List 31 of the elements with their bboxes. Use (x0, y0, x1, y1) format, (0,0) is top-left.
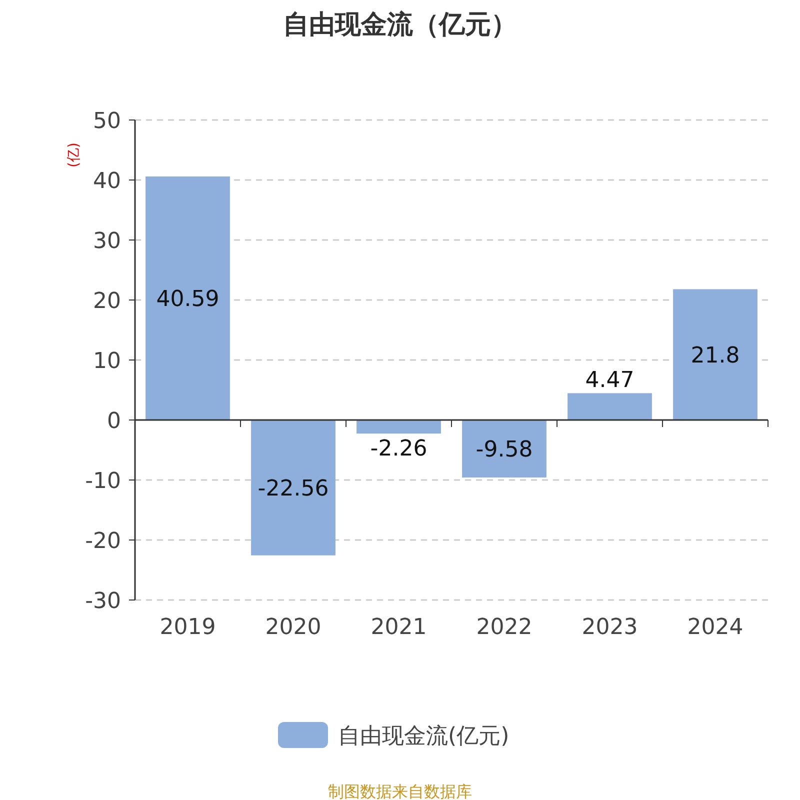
y-tick-label: 50 (93, 109, 121, 134)
x-tick-label: 2023 (582, 615, 638, 640)
y-tick-label: -30 (85, 589, 121, 614)
x-tick-label: 2024 (687, 615, 744, 640)
x-tick-label: 2021 (370, 615, 427, 640)
data-label: -22.56 (258, 476, 329, 502)
y-tick-label: -20 (85, 529, 121, 554)
bar (146, 176, 230, 420)
y-tick-label: -10 (85, 469, 121, 494)
y-tick-label: 40 (93, 169, 121, 194)
data-label: 40.59 (156, 287, 220, 312)
bar (251, 420, 336, 556)
text: 制图数据来自数据库 (328, 782, 472, 800)
legend-label: 自由现金流(亿元) (338, 724, 510, 749)
chart-title: 自由现金流（亿元） (283, 10, 517, 40)
x-tick-label: 2020 (265, 615, 322, 640)
bar (462, 420, 546, 478)
data-label: -9.58 (476, 438, 533, 463)
y-tick-label: 30 (93, 229, 121, 254)
y-tick-label: 20 (93, 289, 121, 314)
data-label: -2.26 (370, 436, 428, 462)
bar (568, 393, 652, 420)
y-tick-label: 0 (107, 409, 121, 434)
x-tick-label: 2019 (160, 615, 216, 640)
y-tick-label: 10 (93, 349, 121, 374)
data-label: 21.8 (690, 344, 740, 369)
bar (673, 289, 758, 420)
data-label: 4.47 (585, 368, 634, 394)
x-tick-label: 2022 (476, 615, 532, 640)
bar (356, 420, 441, 434)
y-axis-title: (亿) (66, 142, 82, 168)
